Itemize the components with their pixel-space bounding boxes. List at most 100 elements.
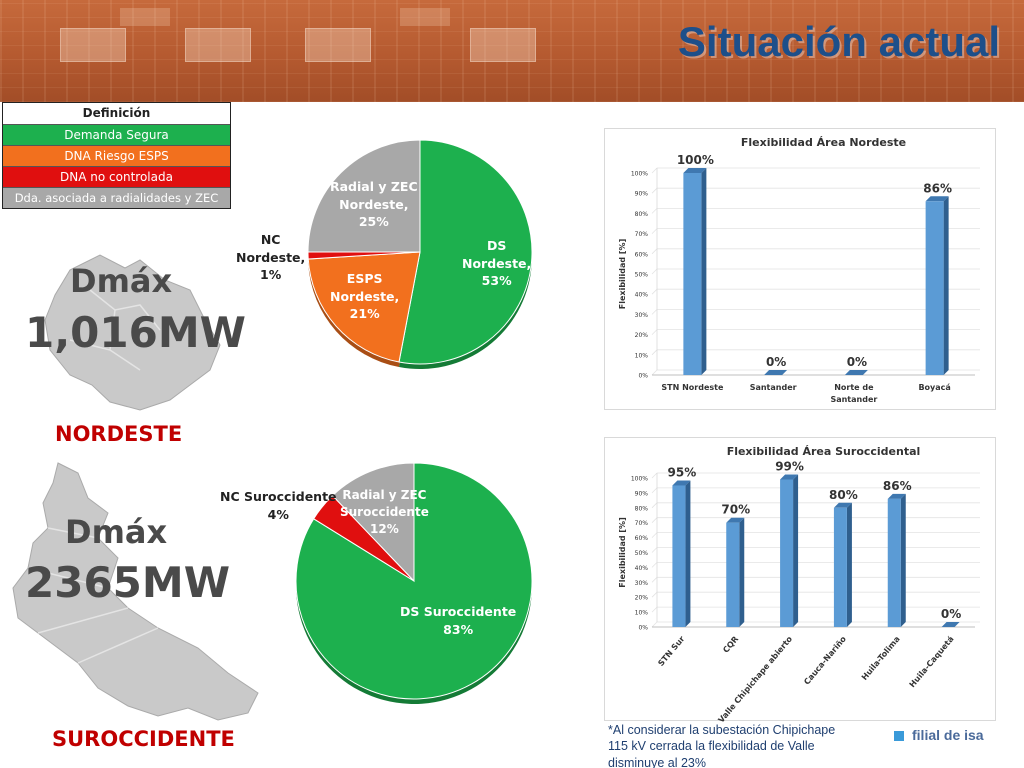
page-title: Situación actual [677, 18, 1000, 65]
gridline-depth [651, 248, 658, 255]
pie1-label-esps-line: 21% [349, 306, 380, 321]
data-label: 100% [677, 153, 714, 167]
nordeste-map-icon [44, 254, 221, 411]
gridline-depth [651, 167, 658, 174]
header-texture [0, 0, 1024, 102]
suroccidente-map-icon [12, 462, 259, 721]
x-tick-label: Huila-Tolima [860, 635, 902, 683]
gridline-depth [651, 369, 658, 376]
y-tick-label: 100% [631, 171, 648, 178]
pie1-label-nc: NC Nordeste, 1% [236, 231, 305, 284]
gridline-depth [651, 562, 658, 568]
y-tick-label: 20% [635, 595, 649, 602]
y-tick-label: 30% [635, 312, 649, 319]
legend-item-dna-riesgo: DNA Riesgo ESPS [3, 145, 230, 166]
pie1-label-nc-line: 1% [260, 267, 282, 282]
y-tick-label: 80% [635, 505, 649, 512]
header-panel-decoration [470, 28, 536, 62]
gridline-depth [651, 502, 658, 509]
pie-chart-suroccidente [295, 462, 533, 704]
gridline-depth [651, 517, 658, 523]
pie2-label-radial: Radial y ZEC Suroccidente 12% [340, 487, 429, 537]
y-tick-label: 10% [635, 352, 649, 359]
data-label: 70% [721, 503, 750, 517]
pie1-label-esps-line: Nordeste, [330, 288, 400, 304]
bar-chart-nordeste-plot: Flexibilidad Área Nordeste Flexibilidad [… [618, 136, 980, 404]
pie1-label-ds-line: Nordeste, [462, 255, 532, 271]
legend-header: Definición [3, 103, 230, 124]
y-tick-label: 40% [635, 292, 649, 299]
bar-chart-suroccidente-plot: Flexibilidad Área Suroccidental Flexibili… [618, 445, 980, 722]
bar-side [739, 517, 745, 627]
gridline-depth [651, 329, 658, 335]
bar-top [941, 622, 960, 627]
legend-item-dna-no-controlada: DNA no controlada [3, 166, 230, 187]
y-axis-label: Flexibilidad [%] [618, 239, 627, 309]
pie2-label-nc-line: 4% [267, 506, 289, 522]
bar [887, 498, 901, 627]
x-tick-label: Santander [830, 395, 877, 404]
nordeste-dmax-value: 1,016MW [25, 308, 246, 357]
legend-item-demanda-segura: Demanda Segura [3, 124, 230, 145]
x-tick-label: Santander [750, 383, 797, 392]
bar-side [685, 480, 691, 627]
header-banner: Situación actual [0, 0, 1024, 102]
gridline-depth [651, 349, 658, 356]
header-panel-decoration [60, 28, 126, 62]
bar-top [925, 196, 949, 202]
bar [683, 173, 702, 375]
square-logo-icon [894, 731, 904, 742]
gridline-depth [651, 621, 658, 628]
bar-top [833, 502, 852, 508]
pie1-label-esps: ESPS Nordeste, 21% [330, 270, 399, 323]
y-tick-label: 20% [635, 332, 649, 339]
y-tick-label: 0% [638, 373, 648, 380]
pie1-label-nc-line: Nordeste, [236, 249, 306, 265]
gridline-depth [651, 228, 658, 234]
bar-side [900, 493, 906, 627]
data-label: 99% [775, 459, 804, 473]
gridline-depth [651, 187, 658, 194]
header-panel-decoration [185, 28, 251, 62]
gridline-depth [651, 487, 658, 494]
y-tick-label: 60% [635, 251, 649, 258]
y-axis-label: Flexibilidad [%] [618, 517, 627, 587]
y-tick-label: 70% [635, 231, 649, 238]
x-tick-label: CQR [721, 635, 740, 655]
bar-side [793, 474, 799, 627]
y-tick-label: 30% [635, 580, 649, 587]
bar-side [846, 502, 852, 627]
y-tick-label: 10% [635, 610, 649, 617]
gridline-depth [651, 577, 658, 583]
data-label: 95% [668, 465, 697, 479]
bar-top [683, 168, 707, 173]
chart-title: Flexibilidad Área Suroccidental [727, 445, 921, 458]
y-tick-label: 40% [635, 565, 649, 572]
suroccidente-region-name: SUROCCIDENTE [52, 727, 235, 751]
pie1-label-ds: DS Nordeste, 53% [462, 237, 531, 290]
pie2-label-ds-line: DS Suroccidente [400, 604, 517, 619]
gridline-depth [651, 532, 658, 538]
bar-top [844, 370, 868, 375]
bar-top [780, 474, 799, 480]
y-tick-label: 100% [631, 476, 648, 483]
y-tick-label: 60% [635, 535, 649, 542]
pie2-label-nc: NC Suroccidente 4% [220, 488, 337, 523]
bar-chart-suroccidente: Flexibilidad Área Suroccidental Flexibili… [604, 437, 996, 722]
pie1-slice-3 [307, 139, 421, 253]
x-tick-label: Norte de [834, 383, 874, 392]
logo-text: filial de isa [912, 727, 984, 743]
y-tick-label: 90% [635, 191, 649, 198]
y-tick-label: 50% [635, 272, 649, 279]
header-panel-decoration [120, 8, 170, 26]
data-label: 0% [941, 607, 961, 621]
y-tick-label: 80% [635, 211, 649, 218]
pie1-label-radial-line: Radial y ZEC [330, 179, 418, 194]
data-label: 86% [883, 479, 912, 493]
chart-title: Flexibilidad Área Nordeste [741, 136, 906, 149]
gridline-depth [651, 309, 658, 315]
data-label: 0% [766, 355, 786, 369]
pie2-label-radial-line: 12% [370, 521, 399, 536]
pie1-label-nc-line: NC [260, 232, 281, 247]
nordeste-region-name: NORDESTE [55, 422, 183, 446]
